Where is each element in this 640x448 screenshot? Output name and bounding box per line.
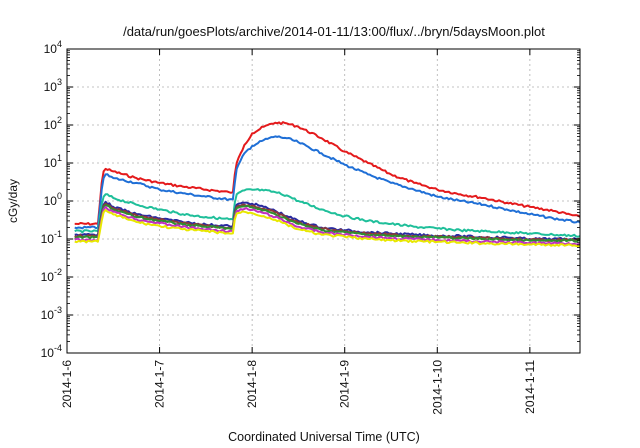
y-tick-exponent: 3	[57, 77, 62, 87]
series-line-7	[74, 205, 581, 246]
series-line-2	[74, 135, 581, 230]
y-tick-label: 100	[44, 191, 62, 208]
series-line-8	[74, 209, 581, 248]
y-tick-base: 10	[41, 232, 55, 246]
y-tick-label: 104	[44, 39, 62, 56]
x-axis-label: Coordinated Universal Time (UTC)	[228, 430, 420, 444]
y-tick-exponent: -1	[54, 229, 62, 239]
y-tick-base: 10	[44, 80, 58, 94]
series-line-3	[74, 188, 581, 238]
x-tick-label: 2014-1-8	[245, 360, 259, 408]
x-tick-label: 2014-1-7	[153, 360, 167, 408]
y-tick-label: 10-1	[41, 229, 62, 246]
y-tick-base: 10	[41, 308, 55, 322]
y-tick-exponent: 1	[57, 153, 62, 163]
x-tick-label: 2014-1-6	[60, 360, 74, 408]
y-tick-base: 10	[44, 156, 58, 170]
y-tick-label: 10-2	[41, 267, 62, 284]
y-tick-exponent: 4	[57, 39, 62, 49]
y-tick-label: 103	[44, 77, 62, 94]
x-tick-label: 2014-1-9	[338, 360, 352, 408]
y-tick-base: 10	[41, 270, 55, 284]
series-line-1	[74, 121, 581, 226]
series-line-6	[74, 204, 581, 243]
y-tick-exponent: 2	[57, 115, 62, 125]
y-tick-exponent: 0	[57, 191, 62, 201]
y-tick-base: 10	[44, 42, 58, 56]
x-tick-label: 2014-1-10	[430, 360, 444, 415]
y-tick-label: 102	[44, 115, 62, 132]
chart-title: /data/run/goesPlots/archive/2014-01-11/1…	[123, 24, 545, 39]
y-tick-base: 10	[44, 118, 58, 132]
grid	[67, 49, 580, 353]
y-tick-base: 10	[41, 346, 55, 360]
series-group	[74, 121, 581, 248]
y-tick-exponent: -4	[54, 343, 62, 353]
y-tick-label: 101	[44, 153, 62, 170]
y-tick-exponent: -3	[54, 305, 62, 315]
x-axis: 2014-1-6 2014-1-7 2014-1-8 2014-1-9 2014-1-1…	[60, 49, 537, 415]
y-axis-label: cGy/day	[6, 179, 20, 223]
y-tick-exponent: -2	[54, 267, 62, 277]
x-tick-label: 2014-1-11	[523, 360, 537, 414]
y-tick-base: 10	[44, 194, 58, 208]
y-tick-label: 10-4	[41, 343, 62, 360]
y-tick-label: 10-3	[41, 305, 62, 322]
